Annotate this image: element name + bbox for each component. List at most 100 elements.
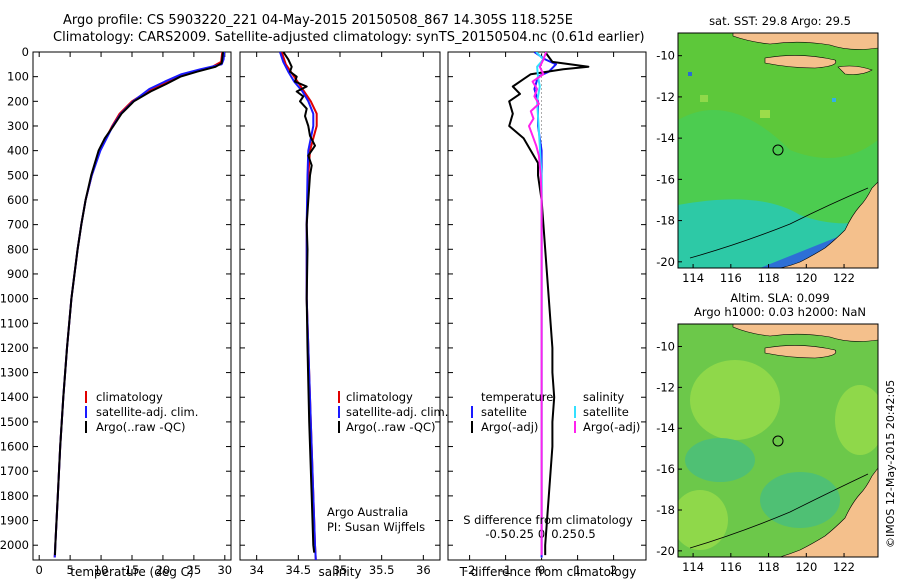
difference-ticks: -2 -1 0 1 2-0.5-0.25 0 0.25 0.5 (448, 51, 646, 577)
map-y-tick-label: -20 (656, 255, 675, 269)
sla-map-ticks: 114 116 118 120 122 -10 -12 -14 -16 -18 -20 (656, 339, 855, 574)
sst-patch (700, 95, 708, 102)
legend-label-climatology: climatology (346, 390, 413, 404)
legend-label-temp-argo: Argo(-adj) (481, 420, 538, 434)
x-tick-label: 0 (36, 563, 43, 577)
map-x-tick-label: 114 (682, 271, 704, 285)
y-tick-label: 1000 (0, 292, 29, 306)
legend-label-argo: Argo(..raw -QC) (346, 420, 436, 434)
map-x-tick-label: 122 (833, 560, 855, 574)
s-diff-tick-label: 0.25 (551, 527, 577, 541)
map-x-tick-label: 118 (758, 560, 780, 574)
series-line-argo-raw-qc (282, 52, 316, 553)
sst-map-panel: sat. SST: 29.8 Argo: 29.5 114 116 118 120 12… (656, 14, 879, 285)
sla-land-north (732, 324, 878, 342)
map-x-tick-label: 114 (682, 560, 704, 574)
legend-label-satellite: satellite-adj. clim. (96, 405, 198, 419)
difference-legend: temperature satellite Argo(-adj) salinit… (471, 390, 640, 434)
map-x-tick-label: 116 (720, 560, 742, 574)
y-tick-label: 1400 (0, 390, 29, 404)
y-tick-label: 0 (22, 45, 29, 59)
s-diff-tick-label: -0.5 (485, 527, 507, 541)
x-tick-label: 34 (249, 563, 264, 577)
x-tick-label: 2 (610, 563, 617, 577)
map-y-tick-label: -18 (656, 503, 675, 517)
sst-map-frame (677, 32, 879, 269)
legend-label-satellite: satellite-adj. clim. (346, 405, 448, 419)
x-tick-label: 20 (156, 563, 171, 577)
sla-map-area (678, 324, 878, 557)
legend-label-climatology: climatology (96, 390, 163, 404)
temperature-plot-frame (32, 51, 232, 561)
x-tick-label: 35.5 (369, 563, 395, 577)
y-tick-label: 600 (7, 193, 29, 207)
map-y-tick-label: -14 (656, 421, 675, 435)
sst-island (764, 55, 837, 69)
map-y-tick-label: -16 (656, 462, 675, 476)
sla-low-region (760, 472, 840, 528)
y-tick-label: 1100 (0, 316, 29, 330)
x-tick-label: -2 (464, 563, 475, 577)
sla-low-region (685, 438, 755, 482)
x-tick-label: 10 (94, 563, 109, 577)
y-tick-label: 1700 (0, 464, 29, 478)
map-y-tick-label: -16 (656, 172, 675, 186)
legend-label-sal-satellite: satellite (583, 405, 629, 419)
y-tick-label: 1800 (0, 489, 29, 503)
difference-xlabel-salinity: S difference from climatology (463, 513, 633, 527)
map-y-tick-label: -10 (656, 339, 675, 353)
x-tick-label: 5 (66, 563, 73, 577)
x-tick-label: 36 (416, 563, 431, 577)
map-x-tick-label: 120 (795, 271, 817, 285)
difference-xlabel-temperature: T difference from climatology (459, 565, 637, 579)
salinity-series (279, 52, 318, 560)
sla-map-frame (677, 323, 879, 558)
map-x-tick-label: 122 (833, 271, 855, 285)
y-tick-label: 400 (7, 144, 29, 158)
sst-island (837, 65, 873, 75)
pi-annotation: PI: Susan Wijffels (327, 520, 425, 534)
sst-land-north (732, 33, 878, 50)
temperature-xlabel: temperature (deg C) (70, 565, 193, 579)
x-tick-label: -1 (500, 563, 511, 577)
series-line-salinity-argo-adj (528, 52, 548, 556)
sst-argo-marker (772, 144, 784, 156)
sst-map-ticks: 114 116 118 120 122 -10 -12 -14 -16 -18 -20 (656, 49, 855, 285)
y-tick-label: 1500 (0, 415, 29, 429)
x-tick-label: 35 (333, 563, 348, 577)
map-x-tick-label: 118 (758, 271, 780, 285)
sla-map-subtitle: Argo h1000: 0.03 h2000: NaN (694, 305, 866, 319)
map-y-tick-label: -18 (656, 214, 675, 228)
sst-patch (832, 98, 836, 102)
header-line-1: Argo profile: CS 5903220_221 04-May-2015… (63, 13, 573, 28)
y-tick-label: 800 (7, 242, 29, 256)
sla-high-region (835, 385, 878, 455)
map-y-tick-label: -20 (656, 544, 675, 558)
sla-land-australia (779, 467, 878, 557)
x-tick-label: 30 (217, 563, 232, 577)
difference-panel: -2 -1 0 1 2-0.5-0.25 0 0.25 0.5 S difference fr… (447, 51, 647, 579)
salinity-plot-frame (239, 51, 441, 561)
imos-credit: ©IMOS 12-May-2015 20:42:05 (884, 380, 897, 548)
legend-label-temp-satellite: satellite (481, 405, 527, 419)
difference-series (508, 52, 590, 560)
sla-argo-marker (772, 435, 784, 447)
y-tick-label: 300 (7, 119, 29, 133)
y-tick-label: 500 (7, 168, 29, 182)
temperature-series (53, 52, 226, 558)
salinity-xlabel: salinity (318, 565, 361, 579)
y-tick-label: 200 (7, 94, 29, 108)
sla-high-region (678, 490, 728, 550)
y-tick-label: 1900 (0, 514, 29, 528)
sst-map-area (678, 33, 878, 268)
x-tick-label: 0 (538, 563, 545, 577)
salinity-ticks: 34 34.5 35 35.5 36 (240, 51, 440, 577)
y-tick-label: 100 (7, 70, 29, 84)
sla-island (764, 345, 837, 359)
legend-label-argo: Argo(..raw -QC) (96, 420, 186, 434)
data-source-annotation: Argo Australia (327, 505, 408, 519)
s-diff-tick-label: 0.5 (577, 527, 595, 541)
y-tick-label: 1200 (0, 341, 29, 355)
sst-patch (760, 110, 770, 118)
